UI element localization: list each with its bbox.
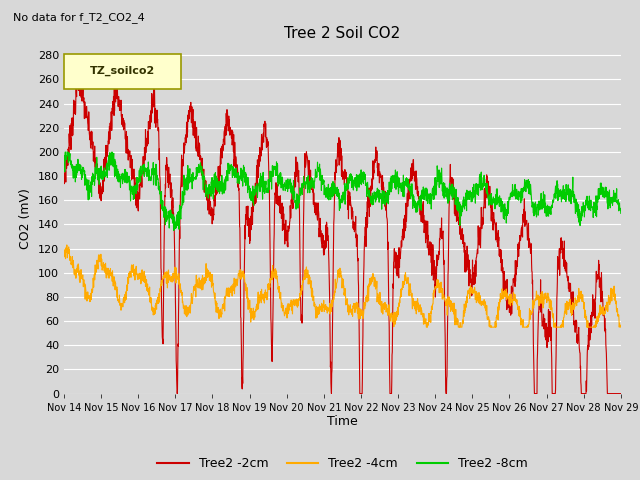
Tree2 -4cm	[505, 293, 513, 299]
Tree2 -8cm	[584, 202, 591, 207]
Tree2 -4cm	[63, 242, 70, 248]
Tree2 -8cm	[371, 193, 379, 199]
Tree2 -8cm	[505, 201, 513, 206]
Y-axis label: CO2 (mV): CO2 (mV)	[19, 188, 33, 249]
Legend: Tree2 -2cm, Tree2 -4cm, Tree2 -8cm: Tree2 -2cm, Tree2 -4cm, Tree2 -8cm	[152, 452, 532, 475]
Tree2 -2cm	[568, 289, 576, 295]
Tree2 -2cm	[371, 156, 379, 162]
Text: TZ_soilco2: TZ_soilco2	[90, 66, 155, 76]
Tree2 -2cm	[505, 297, 513, 302]
Tree2 -8cm	[170, 228, 177, 233]
X-axis label: Time: Time	[327, 415, 358, 429]
Tree2 -4cm	[422, 324, 430, 330]
Tree2 -4cm	[371, 275, 379, 280]
Line: Tree2 -2cm: Tree2 -2cm	[64, 71, 621, 394]
Tree2 -2cm	[76, 68, 83, 73]
Tree2 -4cm	[216, 311, 223, 317]
Tree2 -8cm	[568, 190, 576, 195]
Tree2 -8cm	[60, 162, 68, 168]
Tree2 -8cm	[216, 181, 223, 187]
Tree2 -4cm	[359, 309, 367, 314]
Tree2 -4cm	[568, 311, 576, 317]
Tree2 -4cm	[584, 324, 591, 330]
Tree2 -2cm	[60, 167, 68, 173]
Tree2 -8cm	[61, 149, 69, 155]
Tree2 -2cm	[173, 391, 181, 396]
FancyBboxPatch shape	[64, 54, 181, 89]
Tree2 -8cm	[359, 179, 367, 184]
Tree2 -8cm	[617, 211, 625, 216]
Tree2 -2cm	[584, 345, 591, 351]
Tree2 -2cm	[617, 391, 625, 396]
Tree2 -4cm	[617, 323, 625, 328]
Line: Tree2 -4cm: Tree2 -4cm	[64, 245, 621, 327]
Line: Tree2 -8cm: Tree2 -8cm	[64, 152, 621, 230]
Text: No data for f_T2_CO2_4: No data for f_T2_CO2_4	[13, 12, 145, 23]
Tree2 -2cm	[359, 333, 367, 339]
Tree2 -2cm	[216, 163, 223, 169]
Title: Tree 2 Soil CO2: Tree 2 Soil CO2	[284, 25, 401, 41]
Tree2 -4cm	[60, 250, 68, 255]
